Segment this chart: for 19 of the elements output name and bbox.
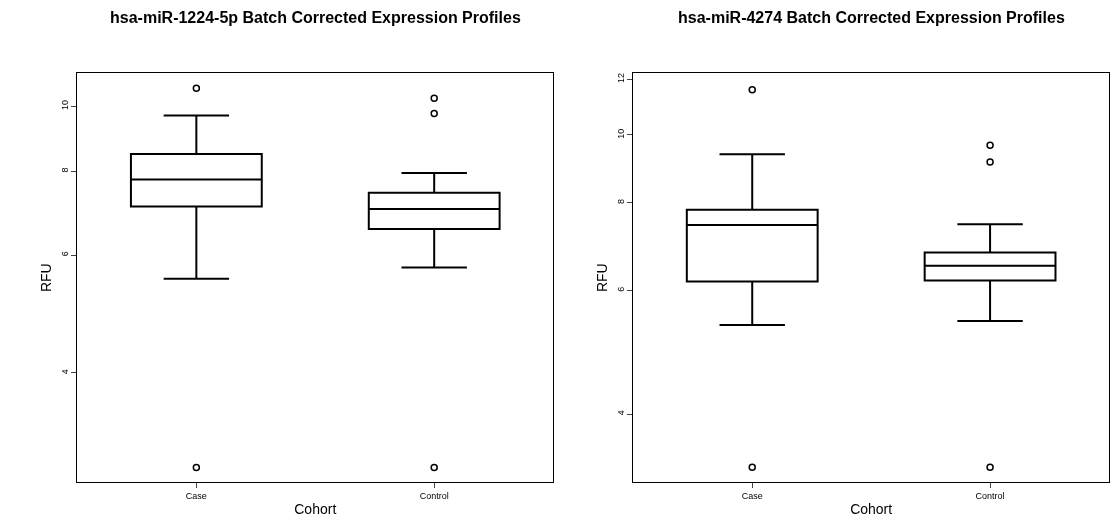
y-tick-label: 12 [615,73,626,84]
y-tick-label: 4 [615,410,626,416]
x-tick-label: Case [741,490,763,501]
y-tick-label: 6 [615,286,626,292]
y-tick-label: 8 [615,199,626,205]
x-axis-title: Cohort [294,501,337,518]
y-tick-label: 4 [59,369,70,375]
x-tick-label: Control [419,490,449,501]
y-tick-label: 10 [615,128,626,139]
x-axis-title: Cohort [850,501,893,518]
y-tick-label: 8 [59,167,70,173]
y-axis-title: RFU [594,263,611,293]
x-tick-label: Control [975,490,1005,501]
chart-title: hsa-miR-4274 Batch Corrected Expression Profiles [678,9,1065,26]
chart-title: hsa-miR-1224-5p Batch Corrected Expression Profiles [110,9,521,26]
y-tick-label: 10 [59,100,70,111]
x-tick-label: Case [185,490,207,501]
y-tick-label: 6 [59,251,70,257]
y-axis-title: RFU [38,263,55,293]
